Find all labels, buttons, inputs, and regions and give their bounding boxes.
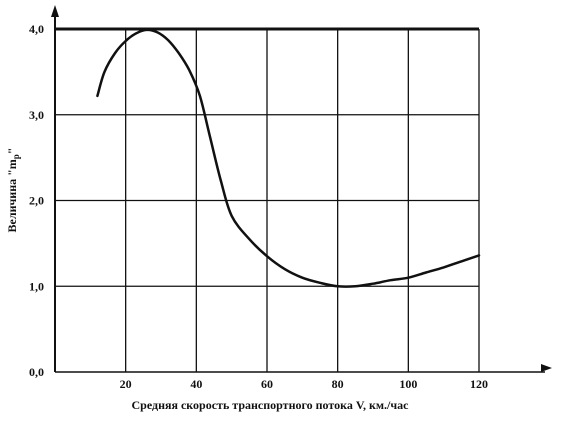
y-axis-arrow-icon xyxy=(51,5,59,17)
y-axis-label: Величина "mр" xyxy=(5,148,21,233)
x-tick-label: 20 xyxy=(120,377,132,391)
y-axis-label-subscript: р xyxy=(11,154,21,159)
y-tick-label: 0,0 xyxy=(29,365,44,379)
y-axis-label-suffix: " xyxy=(5,148,19,155)
gridlines xyxy=(55,27,480,372)
series-line xyxy=(96,28,481,288)
x-tick-label: 80 xyxy=(332,377,344,391)
x-tick-label: 40 xyxy=(190,377,202,391)
y-tick-label: 3,0 xyxy=(29,108,44,122)
x-tick-label: 60 xyxy=(261,377,273,391)
x-tick-label: 120 xyxy=(470,377,488,391)
y-tick-label: 2,0 xyxy=(29,194,44,208)
x-tick-label: 100 xyxy=(399,377,417,391)
x-axis-label: Средняя скорость транспортного потока V,… xyxy=(131,398,409,412)
y-tick-label: 4,0 xyxy=(29,22,44,36)
y-axis-label-prefix: Величина "m xyxy=(5,159,19,232)
axes xyxy=(51,5,552,373)
x-axis-arrow-icon xyxy=(541,364,552,372)
y-tick-label: 1,0 xyxy=(29,279,44,293)
tick-labels: 0,0 1,0 2,0 3,0 4,0 20 40 60 80 100 120 xyxy=(29,22,488,391)
